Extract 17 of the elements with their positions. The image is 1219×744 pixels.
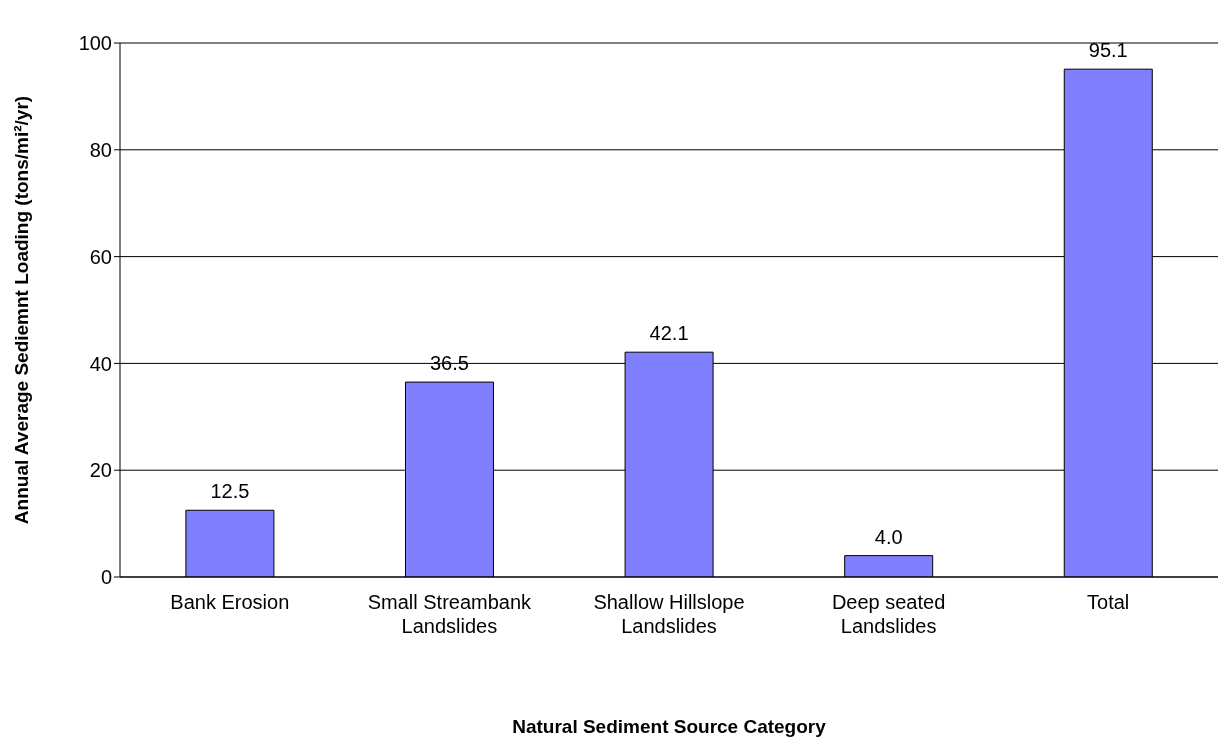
y-axis-title: Annual Average Sediemnt Loading (tons/mi²/yr) [11, 95, 32, 525]
y-tick-label: 0 [100, 566, 112, 589]
y-tick-label: 100 [78, 32, 112, 55]
data-label: 4.0 [874, 525, 903, 548]
x-axis-title: Natural Sediment Source Category [512, 716, 827, 737]
y-tick-label: 40 [89, 352, 112, 375]
y-tick-label: 60 [89, 245, 112, 268]
data-label: 42.1 [649, 322, 689, 345]
y-tick-label: 20 [89, 459, 112, 482]
x-tick-label: Total [1087, 591, 1130, 613]
x-tick-label: Deep seated Landslides [831, 591, 946, 637]
x-tick-label: Shallow Hillslope Landslides [593, 591, 745, 637]
data-label: 12.5 [210, 480, 250, 503]
x-tick-label: Small Streambank Landslides [367, 591, 533, 637]
data-label: 95.1 [1088, 39, 1128, 62]
x-tick-label: Bank Erosion [170, 591, 290, 613]
y-tick-label: 80 [89, 138, 112, 161]
